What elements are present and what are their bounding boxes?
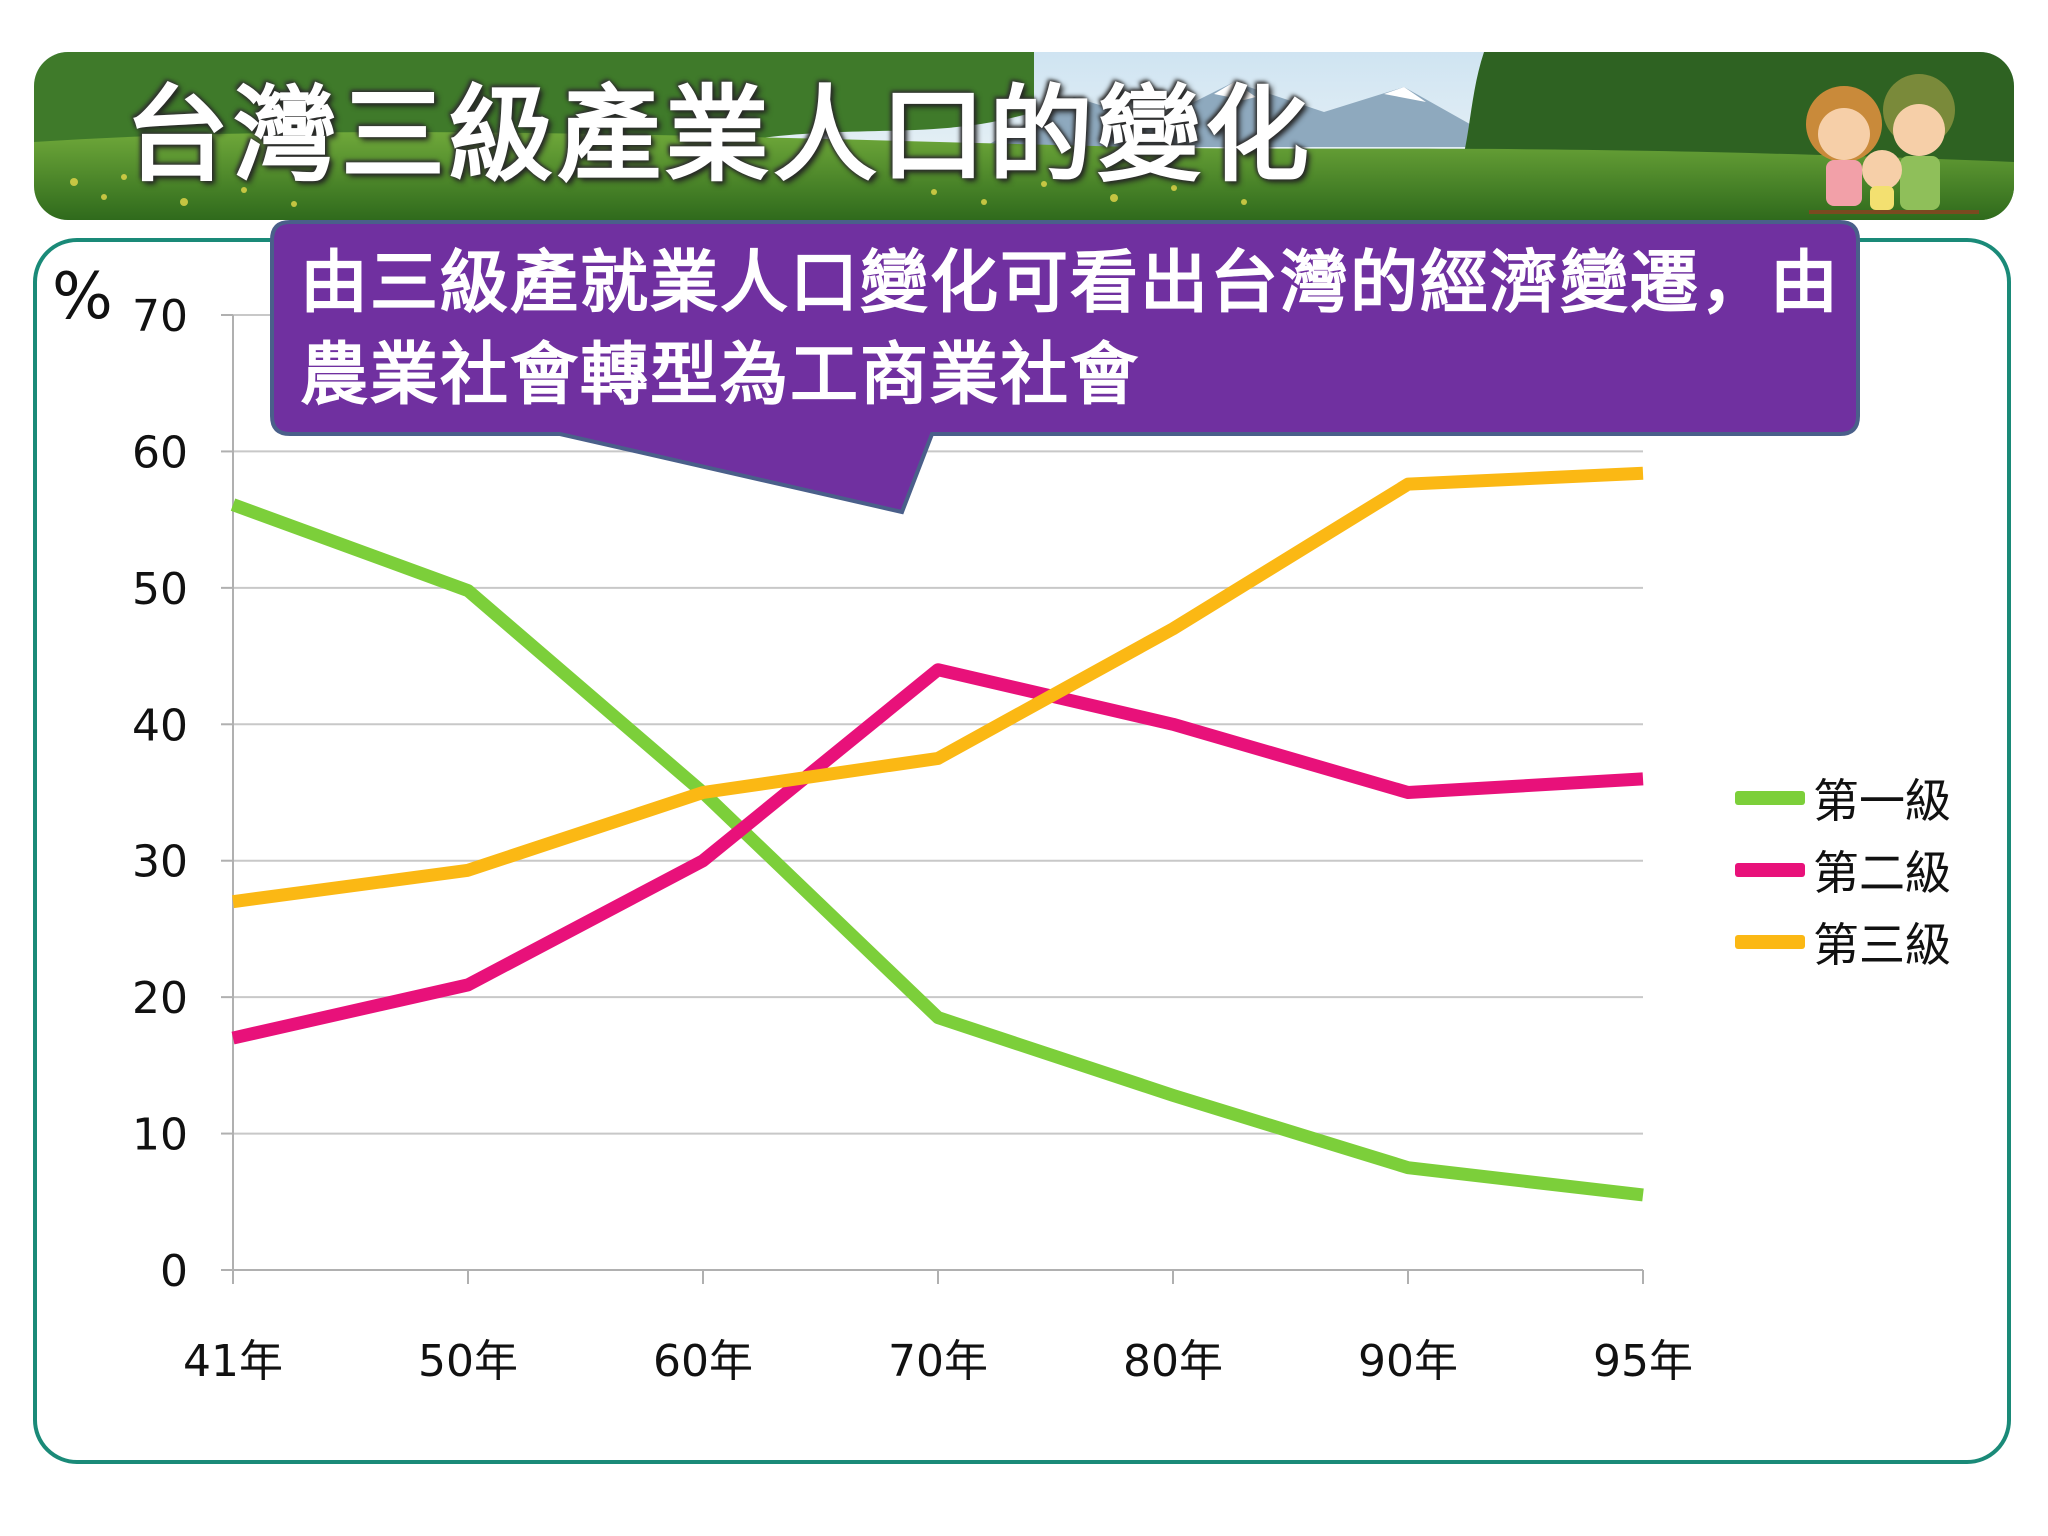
y-tick-label: 70 xyxy=(132,291,188,342)
landscape-banner-image xyxy=(34,52,2014,220)
x-tick-label: 60年 xyxy=(653,1336,753,1387)
series-lines xyxy=(230,466,1644,1202)
series-line-2 xyxy=(231,663,1644,1045)
legend-label-secondary: 第二級 xyxy=(1813,846,1951,900)
y-tick-label: 50 xyxy=(132,564,188,615)
legend-item-secondary: 第二級 xyxy=(1735,840,1951,900)
y-tick-label: 40 xyxy=(132,700,188,751)
x-tick-label: 80年 xyxy=(1123,1336,1223,1387)
legend-label-primary: 第一級 xyxy=(1813,774,1951,828)
x-tick-label: 50年 xyxy=(418,1336,518,1387)
content-frame xyxy=(33,238,2011,1464)
x-tick-label: 41年 xyxy=(183,1336,283,1387)
x-tick-labels: 41年 50年 60年 70年 80年 90年 95年 xyxy=(183,1336,1693,1387)
legend-swatch-primary xyxy=(1735,791,1805,805)
callout-bubble xyxy=(270,220,1860,515)
axes xyxy=(221,314,1644,1284)
y-tick-label: 60 xyxy=(132,427,188,478)
y-tick-label: 10 xyxy=(132,1110,188,1161)
legend-item-primary: 第一級 xyxy=(1735,768,1951,828)
series-line-1 xyxy=(230,498,1644,1202)
series-line-3 xyxy=(232,466,1644,909)
callout-text: 由三級產就業人口變化可看出台灣的經濟變遷，由農業社會轉型為工商業社會 xyxy=(300,244,1841,415)
legend-item-tertiary: 第三級 xyxy=(1735,912,1951,972)
x-tick-label: 90年 xyxy=(1358,1336,1458,1387)
family-cartoon-image xyxy=(1806,74,1979,214)
header-banner xyxy=(34,52,2014,220)
x-tick-label: 95年 xyxy=(1593,1336,1693,1387)
y-tick-label: 30 xyxy=(132,837,188,888)
slide-title: 台灣三級產業人口的變化 xyxy=(125,74,1314,196)
x-tick-label: 70年 xyxy=(888,1336,988,1387)
y-tick-label: 20 xyxy=(132,973,188,1024)
y-tick-labels: 0 10 20 30 40 50 60 70 xyxy=(132,291,188,1297)
legend-label-tertiary: 第三級 xyxy=(1813,918,1951,972)
legend-swatch-secondary xyxy=(1735,863,1805,877)
y-tick-label: 0 xyxy=(160,1246,188,1297)
legend-swatch-tertiary xyxy=(1735,935,1805,949)
y-unit-label: % xyxy=(52,260,113,334)
